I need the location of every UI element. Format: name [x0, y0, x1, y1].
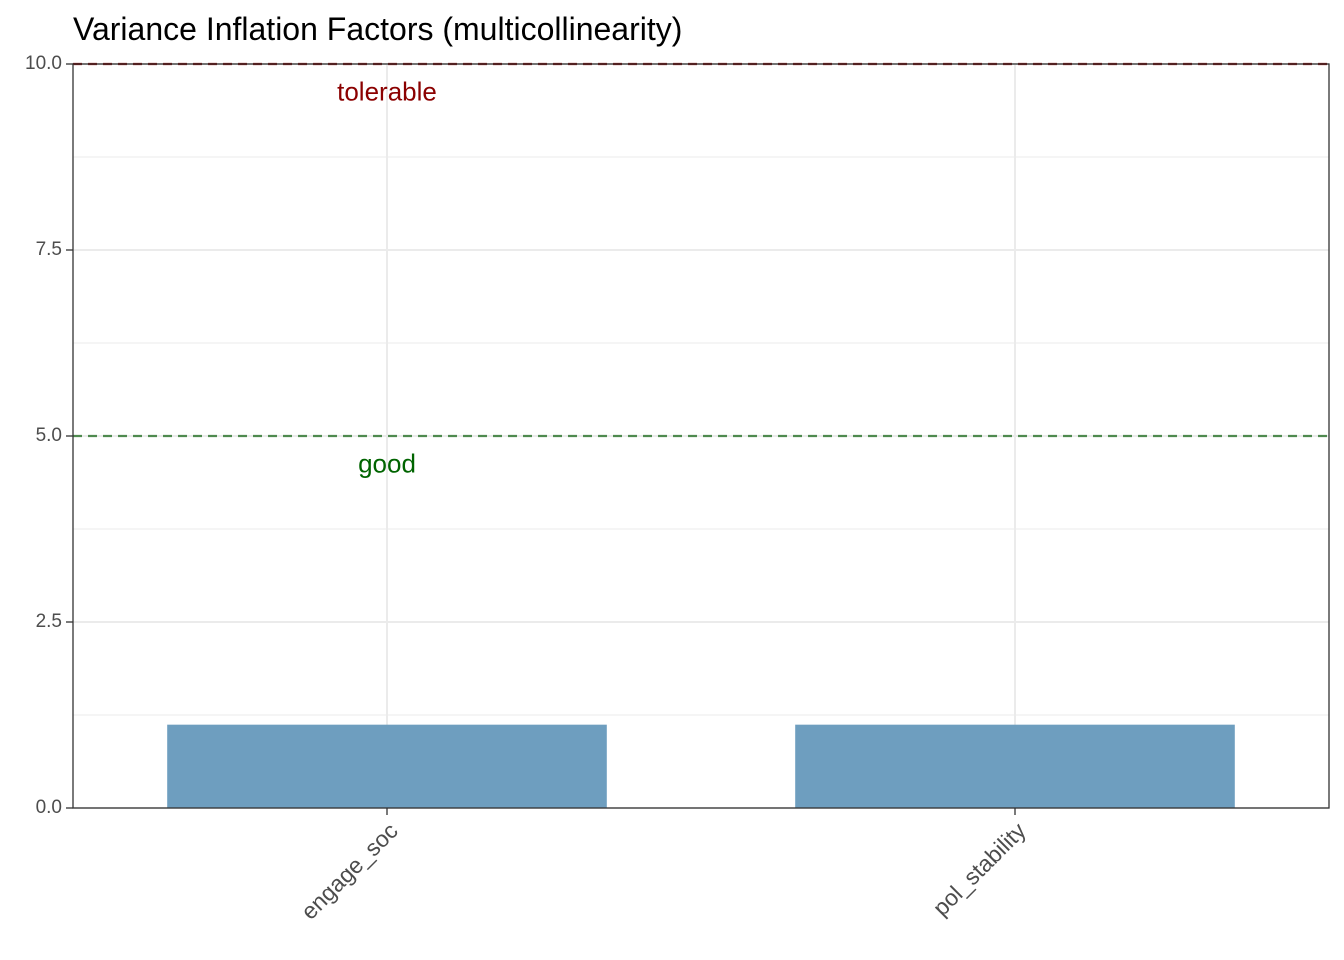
annotation-tolerable: tolerable	[337, 77, 437, 107]
y-tick-label: 0.0	[36, 797, 62, 818]
y-tick-label: 2.5	[36, 611, 62, 632]
bar-engage_soc	[167, 724, 607, 808]
chart-title: Variance Inflation Factors (multicolline…	[73, 11, 682, 47]
bar-pol_stability	[795, 724, 1235, 808]
plot-area: good tolerable 0.0 2.5 5.0 7.5 10.0 engage_soc p…	[25, 53, 1330, 924]
y-tick-label: 7.5	[36, 239, 62, 260]
x-tick-label: pol_stability	[927, 817, 1031, 921]
annotation-good: good	[358, 449, 416, 479]
y-tick-label: 10.0	[25, 53, 62, 74]
y-tick-label: 5.0	[36, 425, 62, 446]
x-tick-label: engage_soc	[296, 817, 403, 924]
